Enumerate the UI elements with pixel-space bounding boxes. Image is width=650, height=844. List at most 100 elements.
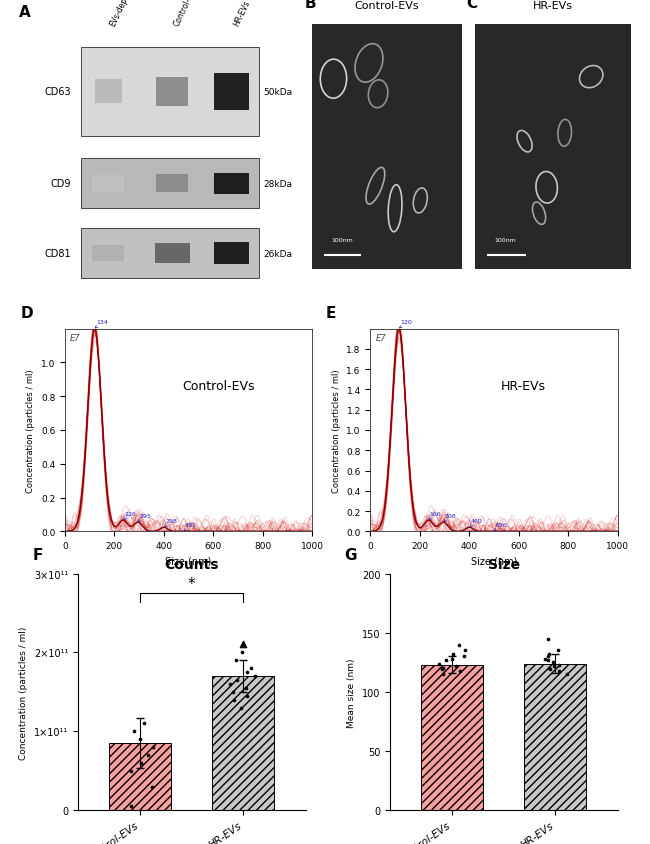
Bar <box>81 47 259 137</box>
Text: 226: 226 <box>124 511 136 520</box>
Point <box>226 678 236 691</box>
Point <box>543 650 554 663</box>
Text: 295: 295 <box>138 513 151 522</box>
Bar <box>95 80 122 104</box>
Point <box>235 701 246 715</box>
Point <box>447 652 457 666</box>
Point <box>543 632 553 646</box>
Point <box>552 644 563 657</box>
Bar <box>214 243 249 264</box>
Bar <box>213 676 274 810</box>
Point <box>549 659 559 673</box>
Bar <box>92 246 124 262</box>
Title: Size: Size <box>488 557 520 571</box>
Point <box>126 799 136 813</box>
Y-axis label: Concentration (particles / ml): Concentration (particles / ml) <box>20 625 29 759</box>
Point <box>138 717 149 730</box>
Point <box>240 681 251 695</box>
Point <box>135 756 146 770</box>
Point <box>135 733 145 746</box>
Text: Control-EVs: Control-EVs <box>354 1 419 11</box>
Text: Control-EVs: Control-EVs <box>172 0 200 28</box>
Text: 50kDa: 50kDa <box>264 88 293 97</box>
Text: B: B <box>304 0 316 11</box>
Point <box>227 685 238 699</box>
Text: D: D <box>21 306 33 321</box>
Bar <box>156 175 188 193</box>
Text: HR-EVs: HR-EVs <box>501 380 546 392</box>
Bar <box>81 159 259 209</box>
Point <box>129 725 139 738</box>
Text: C: C <box>467 0 478 11</box>
Point <box>231 654 242 668</box>
Bar <box>109 744 171 810</box>
Text: 481: 481 <box>185 522 197 531</box>
Point <box>437 663 448 676</box>
Text: 100nm: 100nm <box>495 238 517 243</box>
Point <box>229 693 239 706</box>
Title: Counts: Counts <box>164 557 219 571</box>
Bar <box>92 176 124 192</box>
Y-axis label: Concentration (particles / ml): Concentration (particles / ml) <box>27 369 35 492</box>
Point <box>553 658 564 672</box>
Point <box>562 668 573 681</box>
Text: 636: 636 <box>495 522 507 531</box>
Text: CD63: CD63 <box>44 87 71 97</box>
Point <box>543 653 553 667</box>
Point <box>125 764 136 777</box>
Text: 308: 308 <box>444 513 456 522</box>
Bar <box>525 663 586 810</box>
Point <box>545 663 555 676</box>
Point <box>447 647 458 661</box>
Text: E: E <box>326 306 337 321</box>
Bar <box>81 229 259 279</box>
Text: 100nm: 100nm <box>331 238 353 243</box>
Text: CD81: CD81 <box>44 249 71 259</box>
Point <box>438 668 448 681</box>
Text: HR-EVs: HR-EVs <box>231 0 252 28</box>
Text: A: A <box>20 5 31 19</box>
Text: *: * <box>188 576 196 592</box>
Bar <box>214 73 249 111</box>
Point <box>437 662 448 675</box>
Point <box>554 664 565 678</box>
Text: 460: 460 <box>470 518 482 528</box>
Point <box>455 664 465 678</box>
Text: EVs-depleted-Serum: EVs-depleted-Serum <box>108 0 150 28</box>
Point <box>246 662 256 675</box>
Text: HR-EVs: HR-EVs <box>532 1 573 11</box>
Text: F: F <box>32 547 43 562</box>
Y-axis label: Mean size (nm): Mean size (nm) <box>347 657 356 727</box>
Text: Control-EVs: Control-EVs <box>182 380 254 392</box>
Point <box>547 656 558 669</box>
Text: 28kDa: 28kDa <box>264 180 292 188</box>
X-axis label: Size (nm): Size (nm) <box>471 556 517 566</box>
Point <box>434 657 444 670</box>
Point <box>543 647 554 661</box>
Bar <box>421 665 483 810</box>
Text: 166: 166 <box>429 511 441 520</box>
Bar <box>156 78 188 107</box>
Point <box>237 646 247 659</box>
Y-axis label: Concentration (particles / ml): Concentration (particles / ml) <box>332 369 341 492</box>
X-axis label: Size (nm): Size (nm) <box>165 556 212 566</box>
Text: G: G <box>344 547 357 562</box>
Text: CD9: CD9 <box>51 179 71 189</box>
Point <box>241 690 252 703</box>
Point <box>454 638 465 652</box>
Point <box>239 637 249 651</box>
Text: 134: 134 <box>95 320 108 328</box>
Point <box>544 662 554 675</box>
Point <box>458 650 469 663</box>
Point <box>460 644 470 657</box>
Point <box>143 749 153 762</box>
Point <box>148 740 158 754</box>
Point <box>540 652 550 666</box>
Text: 120: 120 <box>400 320 412 328</box>
Point <box>242 666 253 679</box>
Point <box>232 674 242 687</box>
Text: E7: E7 <box>376 333 386 342</box>
Text: 298: 298 <box>164 518 177 528</box>
Point <box>441 653 451 667</box>
Text: E7: E7 <box>70 333 81 342</box>
